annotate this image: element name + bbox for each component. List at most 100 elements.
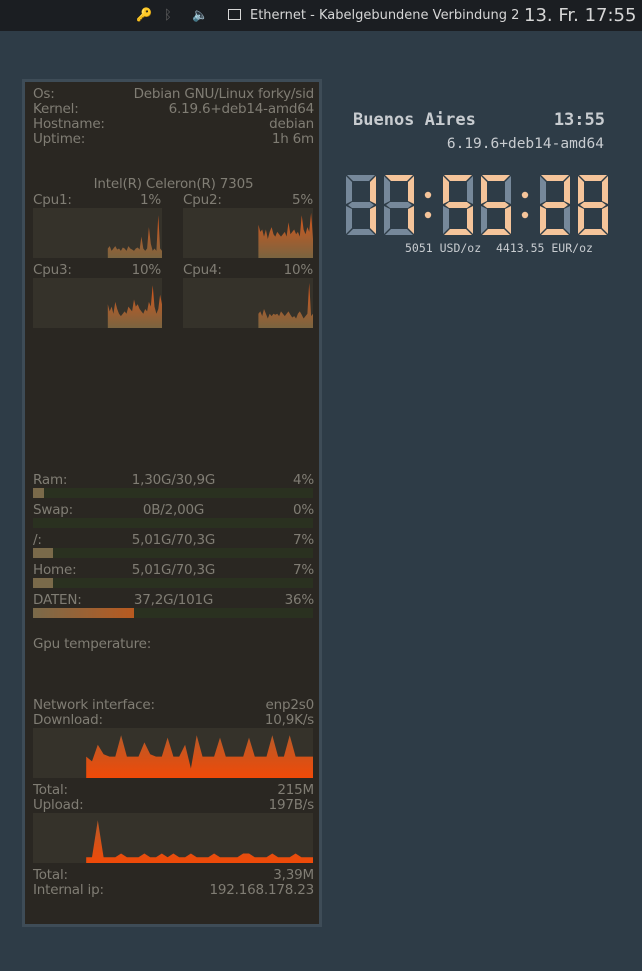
segment bbox=[347, 175, 375, 181]
storage-label: Swap: bbox=[33, 502, 74, 518]
upload-label: Upload: bbox=[33, 797, 84, 813]
cpu-model: Intel(R) Celeron(R) 7305 bbox=[93, 176, 254, 192]
segment bbox=[467, 206, 473, 234]
gold-usd: 5051 USD/oz bbox=[405, 241, 482, 255]
upload-value: 197B/s bbox=[268, 797, 315, 813]
graph-area bbox=[107, 215, 162, 258]
storage-row: Swap: 0B/2,00G 0% bbox=[33, 503, 314, 518]
storage-label: DATEN: bbox=[33, 592, 82, 608]
storage-bar bbox=[33, 488, 313, 498]
cpu4-value: 10% bbox=[283, 262, 314, 278]
graph-area bbox=[86, 735, 313, 778]
storage-usage: 0B/2,00G bbox=[142, 502, 205, 518]
volume-icon[interactable]: 🔈 bbox=[192, 8, 209, 23]
storage-bar-fill bbox=[33, 548, 53, 558]
segment bbox=[483, 202, 509, 208]
network-icon[interactable] bbox=[228, 0, 241, 31]
segment bbox=[443, 176, 449, 204]
storage-row: DATEN: 37,2G/101G 36% bbox=[33, 593, 314, 608]
graph-area bbox=[107, 285, 162, 328]
cpu3-value: 10% bbox=[131, 262, 162, 278]
iface-label: Network interface: bbox=[33, 697, 155, 713]
total-download-row: Total: 215M bbox=[33, 783, 314, 798]
kernel-version: 6.19.6+deb14-amd64 bbox=[446, 136, 604, 152]
graph-area bbox=[258, 212, 313, 258]
uptime-row: Uptime: 1h 6m bbox=[33, 132, 314, 147]
storage-usage: 1,30G/30,9G bbox=[131, 472, 216, 488]
cpu2-graph bbox=[183, 208, 313, 258]
storage-bar-fill bbox=[33, 578, 53, 588]
total-download-label: Total: bbox=[33, 782, 68, 798]
network-label[interactable]: Ethernet - Kabelgebundene Verbindung 2 bbox=[250, 8, 520, 23]
cpu1-value: 1% bbox=[139, 192, 161, 208]
download-value: 10,9K/s bbox=[264, 712, 314, 728]
storage-percent: 4% bbox=[292, 472, 314, 488]
top-panel: 🔑 ᛒ 🔈 Ethernet - Kabelgebundene Verbindu… bbox=[0, 0, 642, 31]
kernel-label: Kernel: bbox=[33, 101, 79, 117]
storage-percent: 7% bbox=[292, 562, 314, 578]
hostname-label: Hostname: bbox=[33, 116, 105, 132]
download-label: Download: bbox=[33, 712, 103, 728]
colon-dot bbox=[424, 211, 432, 219]
storage-usage: 37,2G/101G bbox=[133, 592, 214, 608]
segment bbox=[370, 176, 376, 204]
uptime-value: 1h 6m bbox=[271, 131, 314, 147]
download-graph bbox=[33, 728, 313, 778]
segment bbox=[602, 206, 608, 234]
cpu4-graph bbox=[183, 278, 313, 328]
cpu3-graph bbox=[33, 278, 162, 328]
storage-percent: 0% bbox=[292, 502, 314, 518]
storage-bar bbox=[33, 608, 313, 618]
cpu4-label: Cpu4: bbox=[183, 262, 222, 278]
segment bbox=[346, 206, 352, 234]
city-time: 13:55 bbox=[553, 110, 605, 130]
colon-dot bbox=[424, 191, 432, 199]
cpu3-row: Cpu3: 10% bbox=[33, 263, 161, 278]
storage-usage: 5,01G/70,3G bbox=[131, 532, 216, 548]
download-row: Download: 10,9K/s bbox=[33, 713, 314, 728]
segment bbox=[505, 176, 511, 204]
city-name: Buenos Aires bbox=[353, 110, 476, 130]
segment bbox=[386, 202, 412, 208]
cpu2-label: Cpu2: bbox=[183, 192, 222, 208]
cpu-model-row: Intel(R) Celeron(R) 7305 bbox=[33, 177, 314, 192]
segment bbox=[408, 206, 414, 234]
segment bbox=[580, 202, 606, 208]
segment bbox=[445, 202, 471, 208]
storage-bar bbox=[33, 518, 313, 528]
cpu4-row: Cpu4: 10% bbox=[183, 263, 313, 278]
ip-value: 192.168.178.23 bbox=[209, 882, 314, 898]
clock[interactable]: 13. Fr. 17:55 bbox=[524, 5, 637, 26]
cpu1-graph bbox=[33, 208, 162, 258]
segment bbox=[467, 176, 473, 204]
graph-area bbox=[86, 820, 313, 863]
segment bbox=[564, 206, 570, 234]
segment bbox=[542, 202, 568, 208]
gold-eur: 4413.55 EUR/oz bbox=[496, 241, 593, 255]
segment bbox=[579, 229, 607, 235]
graph-area bbox=[258, 282, 313, 328]
segment bbox=[408, 176, 414, 204]
segment bbox=[481, 206, 487, 234]
hostname-row: Hostname: debian bbox=[33, 117, 314, 132]
segment bbox=[541, 175, 569, 181]
segment bbox=[578, 206, 584, 234]
storage-bar bbox=[33, 548, 313, 558]
keyring-icon[interactable]: 🔑 bbox=[136, 8, 153, 23]
storage-label: /: bbox=[33, 532, 42, 548]
bluetooth-icon[interactable]: ᛒ bbox=[164, 8, 172, 23]
uptime-label: Uptime: bbox=[33, 131, 86, 147]
storage-bar-fill bbox=[33, 608, 134, 618]
kernel-row: Kernel: 6.19.6+deb14-amd64 bbox=[33, 102, 314, 117]
total-download-value: 215M bbox=[277, 782, 314, 798]
segment bbox=[564, 176, 570, 204]
ip-row: Internal ip: 192.168.178.23 bbox=[33, 883, 314, 898]
segment bbox=[482, 229, 510, 235]
storage-label: Ram: bbox=[33, 472, 68, 488]
storage-percent: 7% bbox=[292, 532, 314, 548]
os-label: Os: bbox=[33, 86, 55, 102]
iface-value: enp2s0 bbox=[265, 697, 315, 713]
storage-usage: 5,01G/70,3G bbox=[131, 562, 216, 578]
cpu1-row: Cpu1: 1% bbox=[33, 193, 161, 208]
segment bbox=[444, 175, 472, 181]
